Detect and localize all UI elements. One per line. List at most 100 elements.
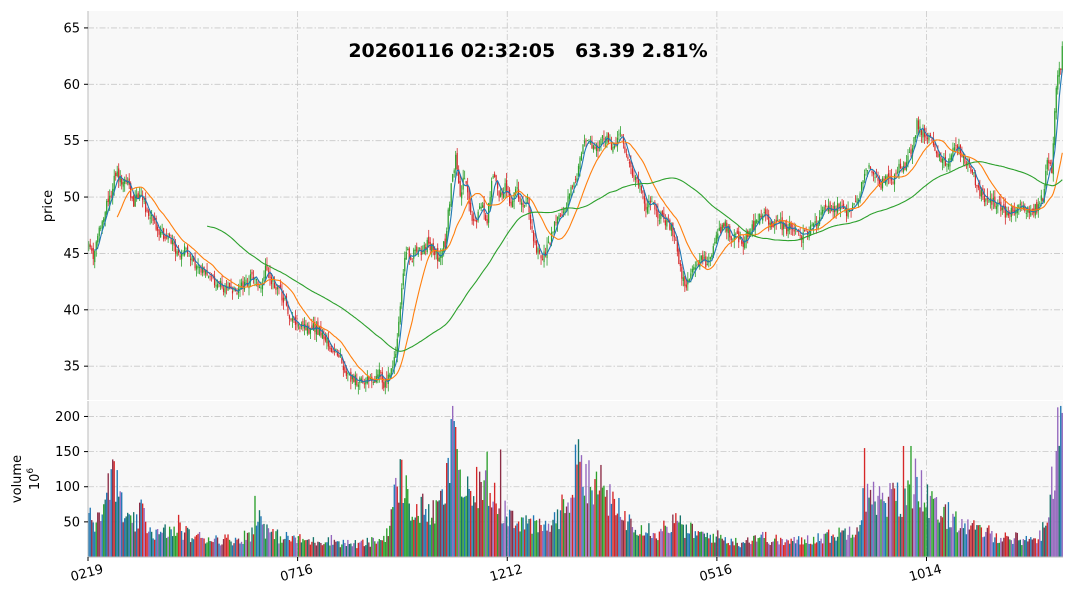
candle-body [916,119,918,134]
candle-body [974,172,976,186]
candle-body [494,173,496,178]
volume-bar [762,531,764,557]
volume-bar [440,490,442,557]
candle-body [913,137,915,150]
volume-bar [243,530,246,557]
volume-axis-label: volume [10,455,25,503]
volume-bar [121,492,123,557]
candle-body [745,233,747,242]
volume-bar [127,512,129,557]
candle [188,252,190,257]
candle-body [245,279,247,285]
candle [868,162,870,170]
volume-bar [793,537,795,557]
volume-bar [321,545,324,557]
volume-bar [772,541,774,557]
candle [360,376,362,384]
candle-body [657,209,659,219]
volume-bar [414,517,416,557]
volume-bar [113,461,115,557]
candle-body [1046,160,1048,170]
candle-body [1007,212,1009,216]
volume-bar [186,527,189,557]
candle-body [792,228,794,230]
volume-bar [171,536,174,557]
volume-bar [158,534,160,557]
candle [976,184,978,193]
volume-bar [179,522,181,557]
candle-body [272,279,274,282]
volume-bar [401,459,403,557]
candle [366,370,368,385]
volume-bar [493,482,496,557]
candle [729,224,731,242]
candle-body [883,178,885,182]
volume-bar [428,504,430,557]
volume-bar [342,539,345,557]
candle [624,142,626,154]
volume-bar [95,522,97,557]
volume-bar [826,532,828,557]
candle-body [1058,68,1060,77]
volume-bar [1009,539,1011,557]
candle-body [926,137,929,139]
candle-body [574,179,577,181]
candle [471,210,473,225]
candle [1061,41,1063,73]
candle-body [558,214,560,219]
candle-body [712,246,714,258]
candle [742,234,744,255]
candle [450,183,452,207]
candle-body [640,186,642,191]
candle [640,185,642,194]
volume-bar [561,494,563,557]
volume-bar [441,489,443,557]
candle-body [200,266,202,273]
candle [946,163,948,173]
volume-bar [597,494,599,557]
candle [1004,198,1006,225]
volume-bar [1027,541,1029,557]
candle-body [195,266,198,270]
volume-bar [678,522,680,557]
volume-bar [288,540,291,557]
candle [296,315,298,331]
candle-body [908,151,911,153]
volume-bar [426,521,428,557]
candle [744,236,746,250]
volume-bar [502,523,505,557]
candle-body [838,204,840,208]
volume-bar [281,542,283,557]
candle-body [92,247,94,260]
candle-body [514,189,517,193]
volume-bar [212,542,214,557]
candle [603,130,605,147]
candle-body [122,181,124,187]
volume-bar [261,524,264,557]
volume-bar [818,540,821,557]
volume-bar [452,405,454,557]
volume-bar [303,540,306,557]
candle-body [118,168,120,181]
candle [627,154,629,162]
candle [489,191,491,212]
candle-body [216,284,219,288]
candle [455,150,457,178]
volume-bar [567,502,569,557]
volume-bar [727,542,729,557]
candle-body [583,140,586,144]
candle-body [817,221,819,229]
candle [877,171,879,186]
candle-body [955,144,957,146]
candle-body [109,195,111,205]
candle-body [633,175,635,177]
candle [733,229,735,249]
candle-body [336,352,338,356]
volume-bar [368,542,370,557]
volume-bars [88,405,1063,557]
volume-bar [147,531,150,557]
volume-bar [374,541,376,557]
candle [201,263,204,277]
volume-bar [149,527,151,557]
volume-bar [823,533,825,557]
